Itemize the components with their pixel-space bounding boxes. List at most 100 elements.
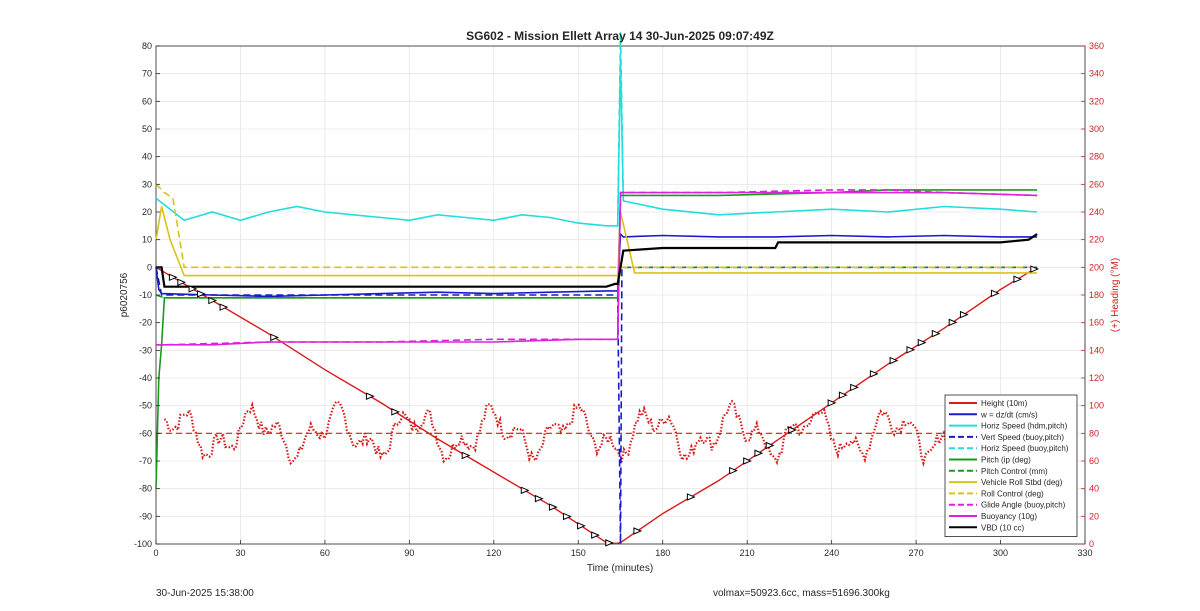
y2-tick-label: 100 [1089, 401, 1104, 411]
x-axis-label: Time (minutes) [587, 563, 653, 574]
legend-label: Roll Control (deg) [981, 489, 1044, 498]
height-marker [177, 278, 187, 287]
x-tick-label: 210 [740, 548, 755, 558]
height-marker [917, 338, 927, 347]
x-tick-label: 240 [824, 548, 839, 558]
y-tick-label: 60 [142, 96, 152, 106]
height-marker [850, 383, 859, 392]
height-marker [765, 441, 775, 450]
x-tick-label: 300 [993, 548, 1008, 558]
y-tick-label: -80 [139, 484, 152, 494]
series-line-10 [156, 191, 1038, 346]
y-tick-label: -90 [139, 511, 152, 521]
y-tick-label: -100 [134, 539, 152, 549]
x-tick-label: 150 [571, 548, 586, 558]
height-marker [906, 346, 916, 354]
height-marker [577, 522, 586, 530]
y2-tick-label: 120 [1089, 373, 1104, 383]
legend-box [944, 394, 1078, 538]
axis-ticks: 0 30 60 90 120 150 180 210 240 270 300 330807060504… [134, 41, 1104, 558]
height-marker [548, 503, 558, 511]
legend-label: Height (10m) [981, 399, 1028, 408]
legend-label: Buoyancy (10g) [981, 512, 1037, 521]
y-tick-label: 80 [142, 41, 152, 51]
y2-tick-label: 300 [1089, 124, 1104, 134]
height-marker [948, 318, 958, 327]
legend-label: Horiz Speed (hdm,pitch) [981, 422, 1068, 431]
height-marker [168, 273, 178, 282]
footer-volmax-mass: volmax=50923.6cc, mass=51696.300kg [713, 588, 890, 599]
y-tick-label: -10 [139, 290, 152, 300]
x-tick-label: 0 [153, 548, 158, 558]
height-marker [959, 310, 969, 319]
x-tick-label: 120 [486, 548, 501, 558]
x-tick-label: 60 [320, 548, 330, 558]
y-tick-label: 70 [142, 69, 152, 79]
series-line-4 [616, 32, 625, 226]
y-tick-label: -30 [139, 345, 152, 355]
height-marker [931, 329, 941, 338]
y2-tick-label: 160 [1089, 318, 1104, 328]
y-tick-label: -20 [139, 318, 152, 328]
series-line-8 [155, 183, 1038, 269]
y-tick-label: -40 [139, 373, 152, 383]
height-marker [270, 333, 280, 342]
series-line-0 [155, 266, 1038, 545]
legend-label: Pitch (ip (deg) [981, 456, 1031, 465]
y-tick-label: 50 [142, 124, 152, 134]
x-tick-label: 90 [404, 548, 414, 558]
y-tick-label: -50 [139, 401, 152, 411]
height-marker [391, 408, 401, 416]
y-tick-label: 10 [142, 235, 152, 245]
y2-tick-label: 180 [1089, 290, 1104, 300]
y-axis-label: p6020756 [119, 272, 130, 317]
height-marker [788, 426, 797, 434]
height-marker [754, 449, 764, 458]
x-tick-label: 270 [909, 548, 924, 558]
y2-tick-label: 320 [1089, 96, 1104, 106]
legend-label: Glide Angle (buoy,pitch) [981, 501, 1066, 510]
x-tick-label: 30 [235, 548, 245, 558]
series-line-7 [155, 206, 1038, 277]
legend-label: Horiz Speed (buoy,pitch) [981, 444, 1069, 453]
y-tick-label: 0 [147, 262, 152, 272]
height-marker [534, 494, 544, 503]
height-marker [686, 493, 696, 501]
y2-tick-label: 340 [1089, 69, 1104, 79]
height-marker [591, 531, 600, 539]
y2-tick-label: 20 [1089, 511, 1099, 521]
height-marker [219, 303, 229, 311]
series-line-11 [156, 233, 1038, 288]
series-line-9 [156, 189, 1038, 346]
height-marker [889, 356, 899, 365]
height-marker [743, 457, 752, 465]
height-marker [197, 290, 206, 298]
x-tick-label: 180 [655, 548, 670, 558]
legend-label: Vehicle Roll Stbd (deg) [981, 478, 1063, 487]
y2-tick-label: 0 [1089, 539, 1094, 549]
y2-tick-label: 280 [1089, 152, 1104, 162]
chart-title: SG602 - Mission Ellett Array 14 30-Jun-2… [466, 29, 774, 43]
heading-series [163, 399, 1038, 468]
y2-tick-label: 40 [1089, 484, 1099, 494]
height-marker [1013, 275, 1023, 284]
series-line-2 [155, 59, 1038, 227]
y2-axis-label: (+) Heading (°M) [1110, 258, 1121, 332]
height-marker [365, 392, 375, 401]
y2-tick-label: 220 [1089, 235, 1104, 245]
height-marker [869, 370, 879, 378]
height-marker [990, 289, 1000, 298]
y2-tick-label: 260 [1089, 179, 1104, 189]
height-marker [520, 486, 530, 495]
legend-label: Pitch Control (mm) [981, 467, 1048, 476]
height-marker [838, 391, 848, 399]
y-tick-label: 30 [142, 179, 152, 189]
y2-tick-label: 60 [1089, 456, 1099, 466]
y-tick-label: -70 [139, 456, 152, 466]
height-marker [461, 451, 471, 460]
legend: Height (10m) w = dz/dt (cm/s) Horiz Speed … [944, 394, 1078, 538]
legend-label: w = dz/dt (cm/s) [980, 410, 1038, 419]
height-marker [605, 539, 615, 547]
y2-tick-label: 80 [1089, 428, 1099, 438]
